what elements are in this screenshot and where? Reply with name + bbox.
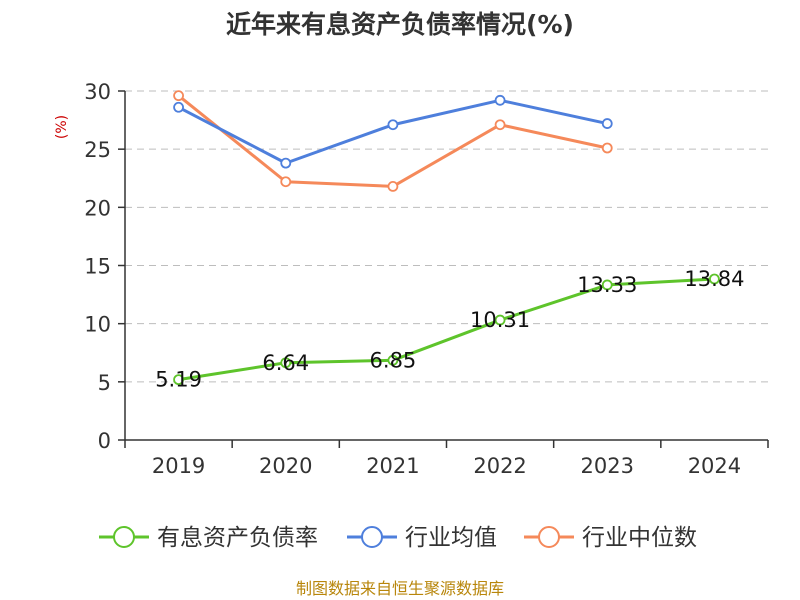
series-line <box>178 277 715 382</box>
legend-item[interactable]: 行业均值 <box>347 525 497 551</box>
x-tick-label: 2021 <box>366 454 419 478</box>
y-tick-label: 0 <box>98 429 111 453</box>
x-tick-label: 2024 <box>688 454 741 478</box>
data-point <box>494 119 506 131</box>
data-label: 6.64 <box>262 351 309 375</box>
data-point <box>387 180 399 192</box>
legend: 有息资产负债率 行业均值 行业中位数 <box>99 525 697 551</box>
data-point <box>494 94 506 106</box>
data-point <box>601 279 613 291</box>
data-point <box>387 119 399 131</box>
x-tick-label: 2022 <box>473 454 526 478</box>
data-point <box>173 101 184 113</box>
x-tick-label: 2023 <box>581 454 634 478</box>
data-label: 10.31 <box>470 308 530 332</box>
legend-item[interactable]: 行业中位数 <box>524 525 697 551</box>
series-line <box>177 98 608 165</box>
data-point <box>709 273 720 285</box>
data-point <box>601 142 613 154</box>
data-point <box>173 90 184 102</box>
y-axis-label: (%) <box>54 115 70 139</box>
grid-lines <box>125 90 768 383</box>
data-point <box>387 354 399 366</box>
y-tick-label: 15 <box>84 255 111 279</box>
chart-title: 近年来有息资产负债率情况(%) <box>226 10 574 39</box>
legend-item[interactable]: 有息资产负债率 <box>99 525 318 551</box>
source-note: 制图数据来自恒生聚源数据库 <box>296 579 504 598</box>
data-label: 5.19 <box>155 368 202 392</box>
y-tick-label: 20 <box>84 196 111 220</box>
legend-label: 行业中位数 <box>582 525 697 551</box>
y-tick-label: 25 <box>84 138 111 162</box>
x-tick-label: 2020 <box>259 454 312 478</box>
data-point <box>173 374 184 386</box>
legend-label: 行业均值 <box>405 525 497 551</box>
x-tick-label: 2019 <box>152 454 205 478</box>
y-tick-label: 30 <box>84 80 111 104</box>
legend-label: 有息资产负债率 <box>157 525 318 551</box>
data-point <box>280 357 292 369</box>
legend-marker <box>361 526 383 548</box>
data-point <box>601 118 613 129</box>
legend-marker <box>538 526 560 548</box>
data-point <box>494 314 506 326</box>
y-tick-label: 5 <box>98 371 111 395</box>
data-labels: 5.19 6.64 6.85 10.31 13.33 13.84 <box>155 267 744 392</box>
data-label: 13.84 <box>684 267 744 291</box>
series-layer <box>173 90 720 386</box>
legend-marker <box>113 526 135 548</box>
data-label: 6.85 <box>370 348 417 372</box>
data-point <box>280 176 292 188</box>
data-point <box>280 157 292 169</box>
data-label: 13.33 <box>577 273 637 297</box>
y-tick-label: 10 <box>84 313 111 337</box>
axes: 0 5 10 15 20 25 30 2019 2020 2021 2022 2023 2024 <box>84 80 769 478</box>
